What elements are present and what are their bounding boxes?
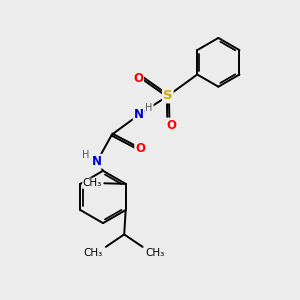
Text: O: O	[133, 72, 143, 85]
Text: O: O	[167, 118, 176, 131]
Text: H: H	[82, 150, 89, 160]
Text: N: N	[92, 155, 102, 168]
Text: CH₃: CH₃	[83, 178, 102, 188]
Text: H: H	[146, 103, 153, 113]
Text: N: N	[134, 108, 144, 122]
Text: CH₃: CH₃	[84, 248, 103, 258]
Text: O: O	[135, 142, 145, 155]
Text: S: S	[163, 89, 172, 102]
Text: CH₃: CH₃	[146, 248, 165, 258]
